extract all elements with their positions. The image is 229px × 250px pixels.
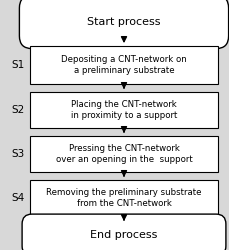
Text: S2: S2 (11, 105, 25, 115)
Bar (30, 136, 217, 172)
Bar (30, 180, 217, 216)
Text: End process: End process (90, 230, 157, 240)
Text: Depositing a CNT-network on
a preliminary substrate: Depositing a CNT-network on a preliminar… (61, 55, 186, 75)
Text: S3: S3 (11, 149, 25, 159)
Text: Start process: Start process (87, 17, 160, 27)
FancyBboxPatch shape (19, 0, 228, 48)
Text: Removing the preliminary substrate
from the CNT-network: Removing the preliminary substrate from … (46, 188, 201, 208)
Bar (30, 92, 217, 128)
Text: Placing the CNT-network
in proximity to a support: Placing the CNT-network in proximity to … (71, 100, 176, 120)
Text: S1: S1 (11, 60, 25, 70)
FancyBboxPatch shape (22, 214, 225, 250)
Text: Pressing the CNT-network
over an opening in the  support: Pressing the CNT-network over an opening… (55, 144, 191, 164)
Bar (30, 46, 217, 84)
Text: S4: S4 (11, 193, 25, 203)
